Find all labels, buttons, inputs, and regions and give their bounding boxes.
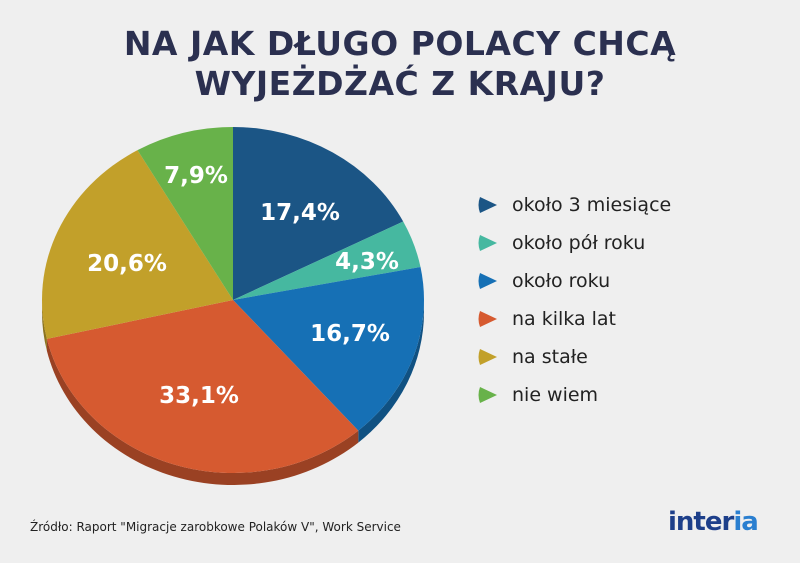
legend-item: na kilka lat: [476, 300, 671, 338]
pie-side-3d: [42, 300, 424, 485]
chart-title-line-1: NA JAK DŁUGO POLACY CHCĄ: [123, 24, 677, 63]
legend-label: około 3 miesiące: [512, 194, 672, 216]
pie-slice-2: [233, 221, 421, 300]
legend-marker-icon: [478, 197, 497, 213]
legend-label: na kilka lat: [512, 308, 617, 330]
pie-side-segment: [46, 338, 359, 485]
legend-item: około pół roku: [476, 224, 671, 262]
label-na-stale: 20,6%: [87, 251, 167, 277]
chart-title-line-2: WYJEŻDŻAĆ Z KRAJU?: [194, 64, 606, 103]
legend-label: nie wiem: [512, 384, 599, 406]
legend-label: na stałe: [512, 346, 588, 368]
logo-text-accent: ia: [733, 507, 758, 537]
label-nie-wiem: 7,9%: [164, 163, 228, 189]
legend-item: na stałe: [476, 338, 671, 376]
logo-text-main: inter: [668, 507, 734, 537]
pie-slice-4: [46, 300, 359, 474]
legend-marker-icon: [478, 311, 497, 327]
pie-side-segment: [358, 300, 424, 443]
interia-logo[interactable]: interia: [668, 507, 759, 537]
legend-label: około pół roku: [512, 232, 646, 254]
label-okolo-3-miesiace: 17,4%: [260, 200, 340, 226]
legend-item: około roku: [476, 262, 671, 300]
label-na-kilka-lat: 33,1%: [159, 383, 239, 409]
pie-slice-5: [42, 150, 233, 339]
source-note: Źródło: Raport "Migracje zarobkowe Polak…: [30, 520, 401, 534]
legend-marker-icon: [478, 349, 497, 365]
legend-marker-icon: [478, 387, 497, 403]
pie-labels: 17,4% 4,3% 16,7% 33,1% 20,6% 7,9%: [87, 163, 399, 409]
chart-title: NA JAK DŁUGO POLACY CHCĄ WYJEŻDŻAĆ Z KRA…: [0, 24, 800, 104]
legend-label: około roku: [512, 270, 611, 292]
pie-slices: [42, 127, 424, 474]
legend-item: około 3 miesiące: [476, 186, 671, 224]
legend-marker-icon: [478, 235, 497, 251]
legend-marker-icon: [478, 273, 497, 289]
pie-side-segment: [42, 300, 47, 351]
label-okolo-roku: 16,7%: [310, 321, 390, 347]
pie-slice-1: [233, 127, 404, 300]
pie-slice-3: [233, 266, 424, 431]
legend: około 3 miesiące około pół roku około ro…: [476, 186, 671, 414]
legend-item: nie wiem: [476, 376, 671, 414]
pie-slice-6: [137, 127, 233, 300]
label-okolo-pol-roku: 4,3%: [335, 249, 399, 275]
